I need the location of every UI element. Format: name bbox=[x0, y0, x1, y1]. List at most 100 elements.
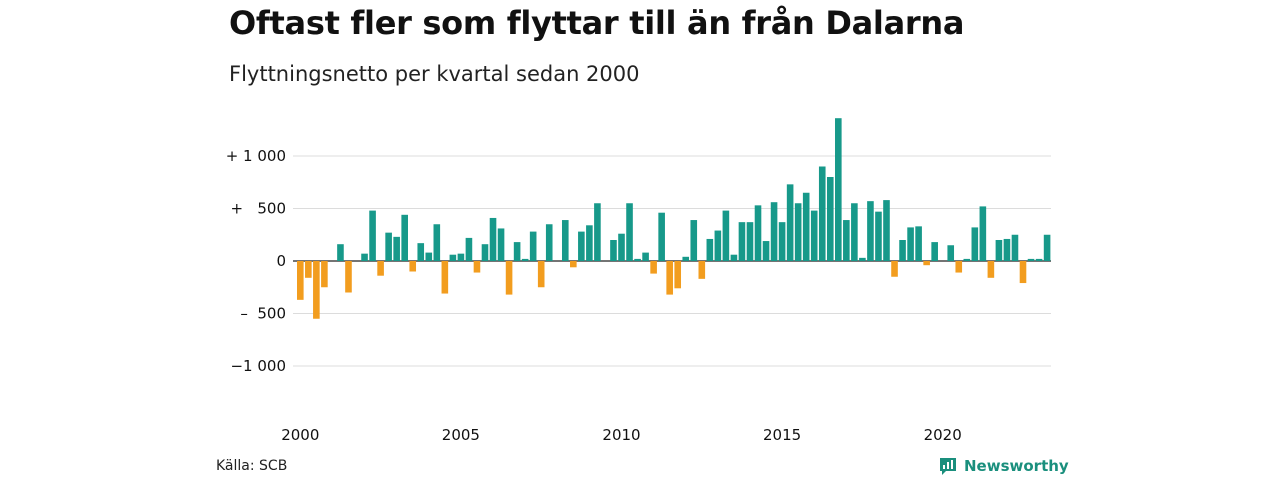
bar-positive bbox=[1027, 258, 1035, 261]
bar-positive bbox=[826, 177, 834, 261]
x-tick-label: 2000 bbox=[281, 426, 319, 444]
bar-positive bbox=[818, 166, 826, 261]
bar-negative bbox=[570, 261, 577, 268]
x-tick-label: 2015 bbox=[763, 426, 801, 444]
bar-positive bbox=[794, 203, 802, 261]
bar-positive bbox=[561, 220, 569, 261]
chart-subtitle: Flyttningsnetto per kvartal sedan 2000 bbox=[229, 62, 640, 86]
bar-positive bbox=[1011, 234, 1019, 261]
bar-positive bbox=[513, 242, 521, 261]
x-tick-label: 2005 bbox=[442, 426, 480, 444]
chart-title: Oftast fler som flyttar till än från Dal… bbox=[229, 4, 965, 42]
bar-negative bbox=[955, 261, 963, 273]
bar-positive bbox=[465, 237, 473, 261]
bar-positive bbox=[851, 203, 858, 261]
bar-positive bbox=[361, 253, 368, 261]
bar-positive bbox=[401, 214, 408, 261]
bar-negative bbox=[923, 261, 930, 266]
bar-positive bbox=[810, 210, 818, 261]
bar-positive bbox=[658, 212, 665, 261]
bar-negative bbox=[345, 261, 352, 293]
y-tick-label: −1 000 bbox=[230, 357, 286, 375]
bar-negative bbox=[650, 261, 657, 274]
bar-positive bbox=[594, 203, 601, 261]
bar-positive bbox=[433, 224, 441, 261]
bar-positive bbox=[1003, 238, 1011, 261]
bar-positive bbox=[915, 226, 922, 261]
bar-positive bbox=[971, 227, 979, 261]
bar-positive bbox=[481, 244, 489, 261]
bar-positive bbox=[642, 252, 649, 261]
bar-positive bbox=[545, 224, 553, 261]
bar-negative bbox=[674, 261, 682, 289]
bar-positive bbox=[979, 206, 987, 261]
brand-logo: Newsworthy bbox=[938, 456, 1069, 476]
bar-positive bbox=[385, 232, 392, 261]
bar-positive bbox=[618, 233, 625, 261]
bar-negative bbox=[505, 261, 513, 295]
bar-positive bbox=[586, 225, 593, 261]
bar-positive bbox=[1035, 258, 1043, 261]
bar-positive bbox=[337, 244, 344, 261]
bar-positive bbox=[682, 256, 690, 261]
bar-positive bbox=[867, 201, 874, 261]
bar-negative bbox=[698, 261, 706, 279]
bar-positive bbox=[843, 220, 850, 261]
y-tick-label: 0 bbox=[276, 252, 286, 270]
bar-positive bbox=[883, 200, 890, 261]
bar-positive bbox=[899, 240, 906, 261]
bar-positive bbox=[754, 205, 762, 261]
bar-negative bbox=[473, 261, 481, 273]
x-tick-label: 2010 bbox=[602, 426, 640, 444]
bar-positive bbox=[714, 230, 722, 261]
bar-positive bbox=[963, 258, 971, 261]
newsworthy-logo-icon bbox=[940, 458, 956, 475]
x-tick-label: 2020 bbox=[924, 426, 962, 444]
bar-positive bbox=[457, 253, 465, 261]
bar-positive bbox=[770, 202, 778, 261]
bar-positive bbox=[746, 222, 754, 261]
bar-positive bbox=[995, 240, 1003, 261]
bar-positive bbox=[706, 238, 714, 261]
bar-negative bbox=[441, 261, 449, 294]
bar-positive bbox=[578, 231, 585, 261]
bar-positive bbox=[449, 254, 457, 261]
bar-positive bbox=[802, 192, 810, 261]
source-note: Källa: SCB bbox=[216, 458, 288, 474]
bar-negative bbox=[297, 261, 304, 300]
brand-label: Newsworthy bbox=[964, 457, 1069, 475]
bar-positive bbox=[730, 254, 738, 261]
bar-positive bbox=[907, 227, 914, 261]
bar-negative bbox=[313, 261, 320, 319]
y-tick-label: + 500 bbox=[230, 200, 286, 218]
bar-positive bbox=[1043, 234, 1051, 261]
bar-positive bbox=[626, 203, 633, 261]
bar-negative bbox=[409, 261, 417, 272]
bar-positive bbox=[931, 242, 938, 261]
bar-positive bbox=[497, 228, 505, 261]
bar-positive bbox=[610, 240, 617, 261]
bar-positive bbox=[859, 257, 866, 261]
bar-negative bbox=[1019, 261, 1027, 284]
bar-positive bbox=[947, 245, 955, 261]
bar-negative bbox=[321, 261, 328, 288]
bar-positive bbox=[425, 252, 433, 261]
bar-positive bbox=[722, 210, 730, 261]
bar-positive bbox=[393, 236, 400, 261]
bar-negative bbox=[537, 261, 545, 288]
bar-positive bbox=[738, 222, 746, 261]
bar-positive bbox=[690, 220, 698, 261]
bar-negative bbox=[666, 261, 673, 295]
bar-positive bbox=[875, 211, 882, 261]
bar-positive bbox=[634, 258, 641, 261]
bar-negative bbox=[305, 261, 312, 278]
bar-positive bbox=[369, 210, 376, 261]
bar-positive bbox=[417, 243, 425, 261]
bar-negative bbox=[987, 261, 995, 278]
bar-negative bbox=[377, 261, 384, 276]
y-tick-label: + 1 000 bbox=[226, 147, 286, 165]
bar-negative bbox=[891, 261, 898, 277]
bar-positive bbox=[762, 241, 770, 261]
bar-positive bbox=[521, 258, 529, 261]
bar-positive bbox=[489, 217, 497, 261]
